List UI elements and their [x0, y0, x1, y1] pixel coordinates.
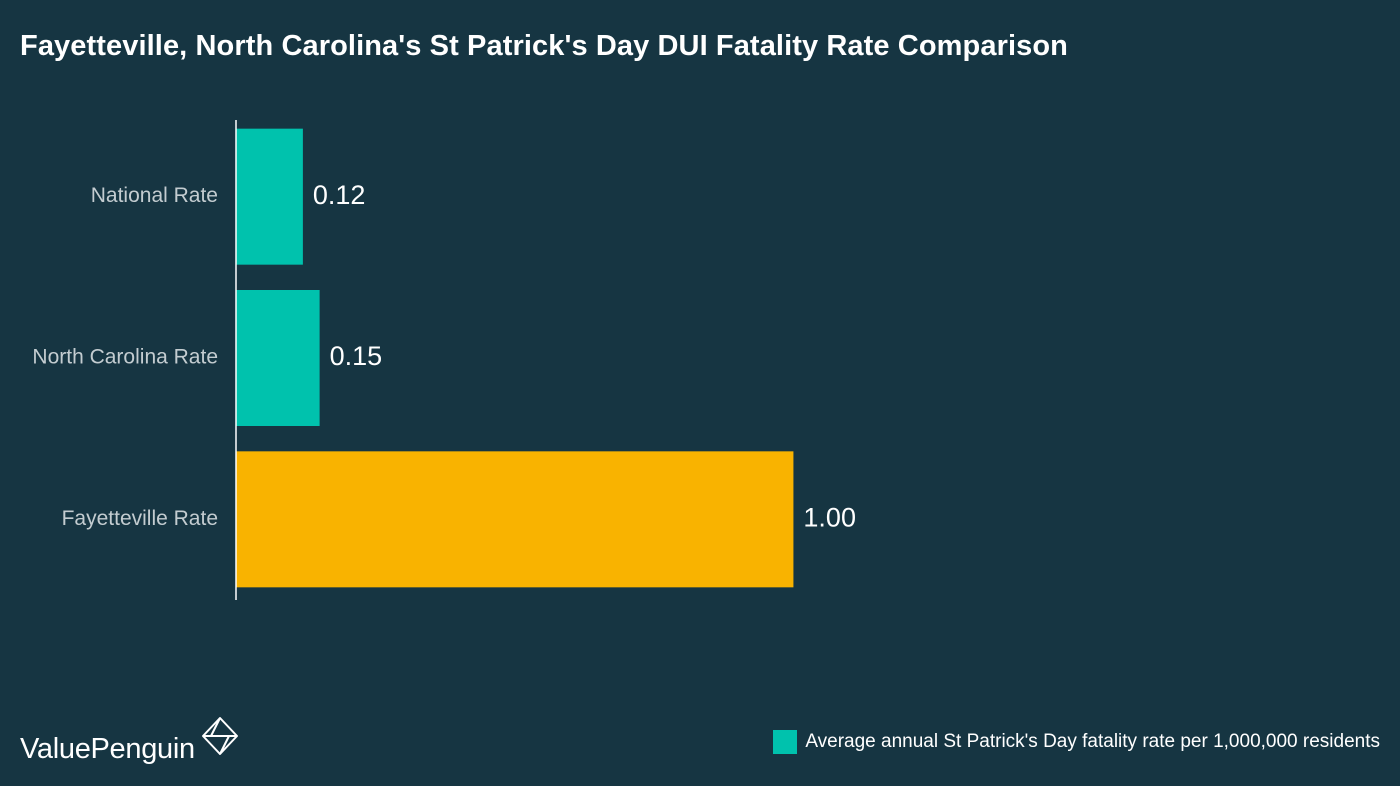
- category-label: North Carolina Rate: [32, 346, 218, 369]
- brand-name: ValuePenguin: [20, 733, 195, 765]
- chart-title: Fayetteville, North Carolina's St Patric…: [20, 30, 1068, 62]
- data-label: 1.00: [803, 502, 856, 532]
- bar-fayetteville-rate: [236, 451, 794, 588]
- valuepenguin-logo-icon: [201, 717, 238, 755]
- data-label: 0.15: [330, 341, 383, 371]
- legend-label: Average annual St Patrick's Day fatality…: [805, 731, 1380, 752]
- legend: Average annual St Patrick's Day fatality…: [773, 730, 1380, 754]
- data-label: 0.12: [313, 180, 366, 210]
- bar-north-carolina-rate: [236, 290, 320, 426]
- brand: ValuePenguin: [20, 716, 239, 766]
- bar-national-rate: [236, 128, 303, 265]
- category-label: Fayetteville Rate: [62, 507, 218, 530]
- category-label: National Rate: [91, 184, 218, 207]
- legend-swatch: [773, 730, 798, 754]
